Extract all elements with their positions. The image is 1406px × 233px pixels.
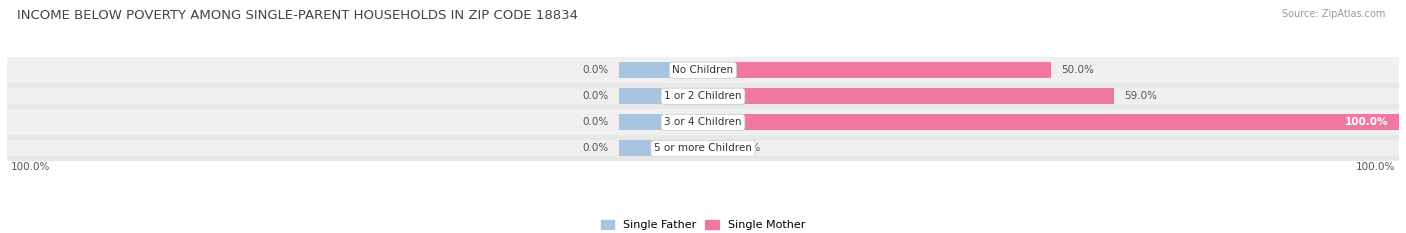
Text: INCOME BELOW POVERTY AMONG SINGLE-PARENT HOUSEHOLDS IN ZIP CODE 18834: INCOME BELOW POVERTY AMONG SINGLE-PARENT… xyxy=(17,9,578,22)
Bar xyxy=(7,57,1399,83)
Text: 0.0%: 0.0% xyxy=(734,144,761,153)
Text: 0.0%: 0.0% xyxy=(583,65,609,75)
Bar xyxy=(620,88,703,104)
Bar xyxy=(620,140,703,157)
Bar xyxy=(7,109,1399,135)
Bar xyxy=(7,62,1399,78)
Text: 3 or 4 Children: 3 or 4 Children xyxy=(664,117,742,127)
Bar xyxy=(620,114,703,130)
Bar xyxy=(7,88,1399,104)
Bar xyxy=(7,140,1399,157)
Text: 5 or more Children: 5 or more Children xyxy=(654,144,752,153)
Bar xyxy=(620,62,703,78)
Text: No Children: No Children xyxy=(672,65,734,75)
Text: 100.0%: 100.0% xyxy=(10,162,49,172)
Text: 59.0%: 59.0% xyxy=(1123,91,1157,101)
Legend: Single Father, Single Mother: Single Father, Single Mother xyxy=(596,215,810,233)
Bar xyxy=(703,62,1052,78)
Text: Source: ZipAtlas.com: Source: ZipAtlas.com xyxy=(1281,9,1385,19)
Text: 0.0%: 0.0% xyxy=(583,91,609,101)
Text: 0.0%: 0.0% xyxy=(583,144,609,153)
Bar xyxy=(7,114,1399,130)
Bar xyxy=(703,88,1114,104)
Text: 100.0%: 100.0% xyxy=(1357,162,1396,172)
Text: 50.0%: 50.0% xyxy=(1062,65,1094,75)
Bar xyxy=(703,114,1399,130)
Bar xyxy=(7,135,1399,161)
Text: 0.0%: 0.0% xyxy=(583,117,609,127)
Bar xyxy=(703,140,724,157)
Text: 1 or 2 Children: 1 or 2 Children xyxy=(664,91,742,101)
Bar xyxy=(7,83,1399,109)
Text: 100.0%: 100.0% xyxy=(1346,117,1389,127)
